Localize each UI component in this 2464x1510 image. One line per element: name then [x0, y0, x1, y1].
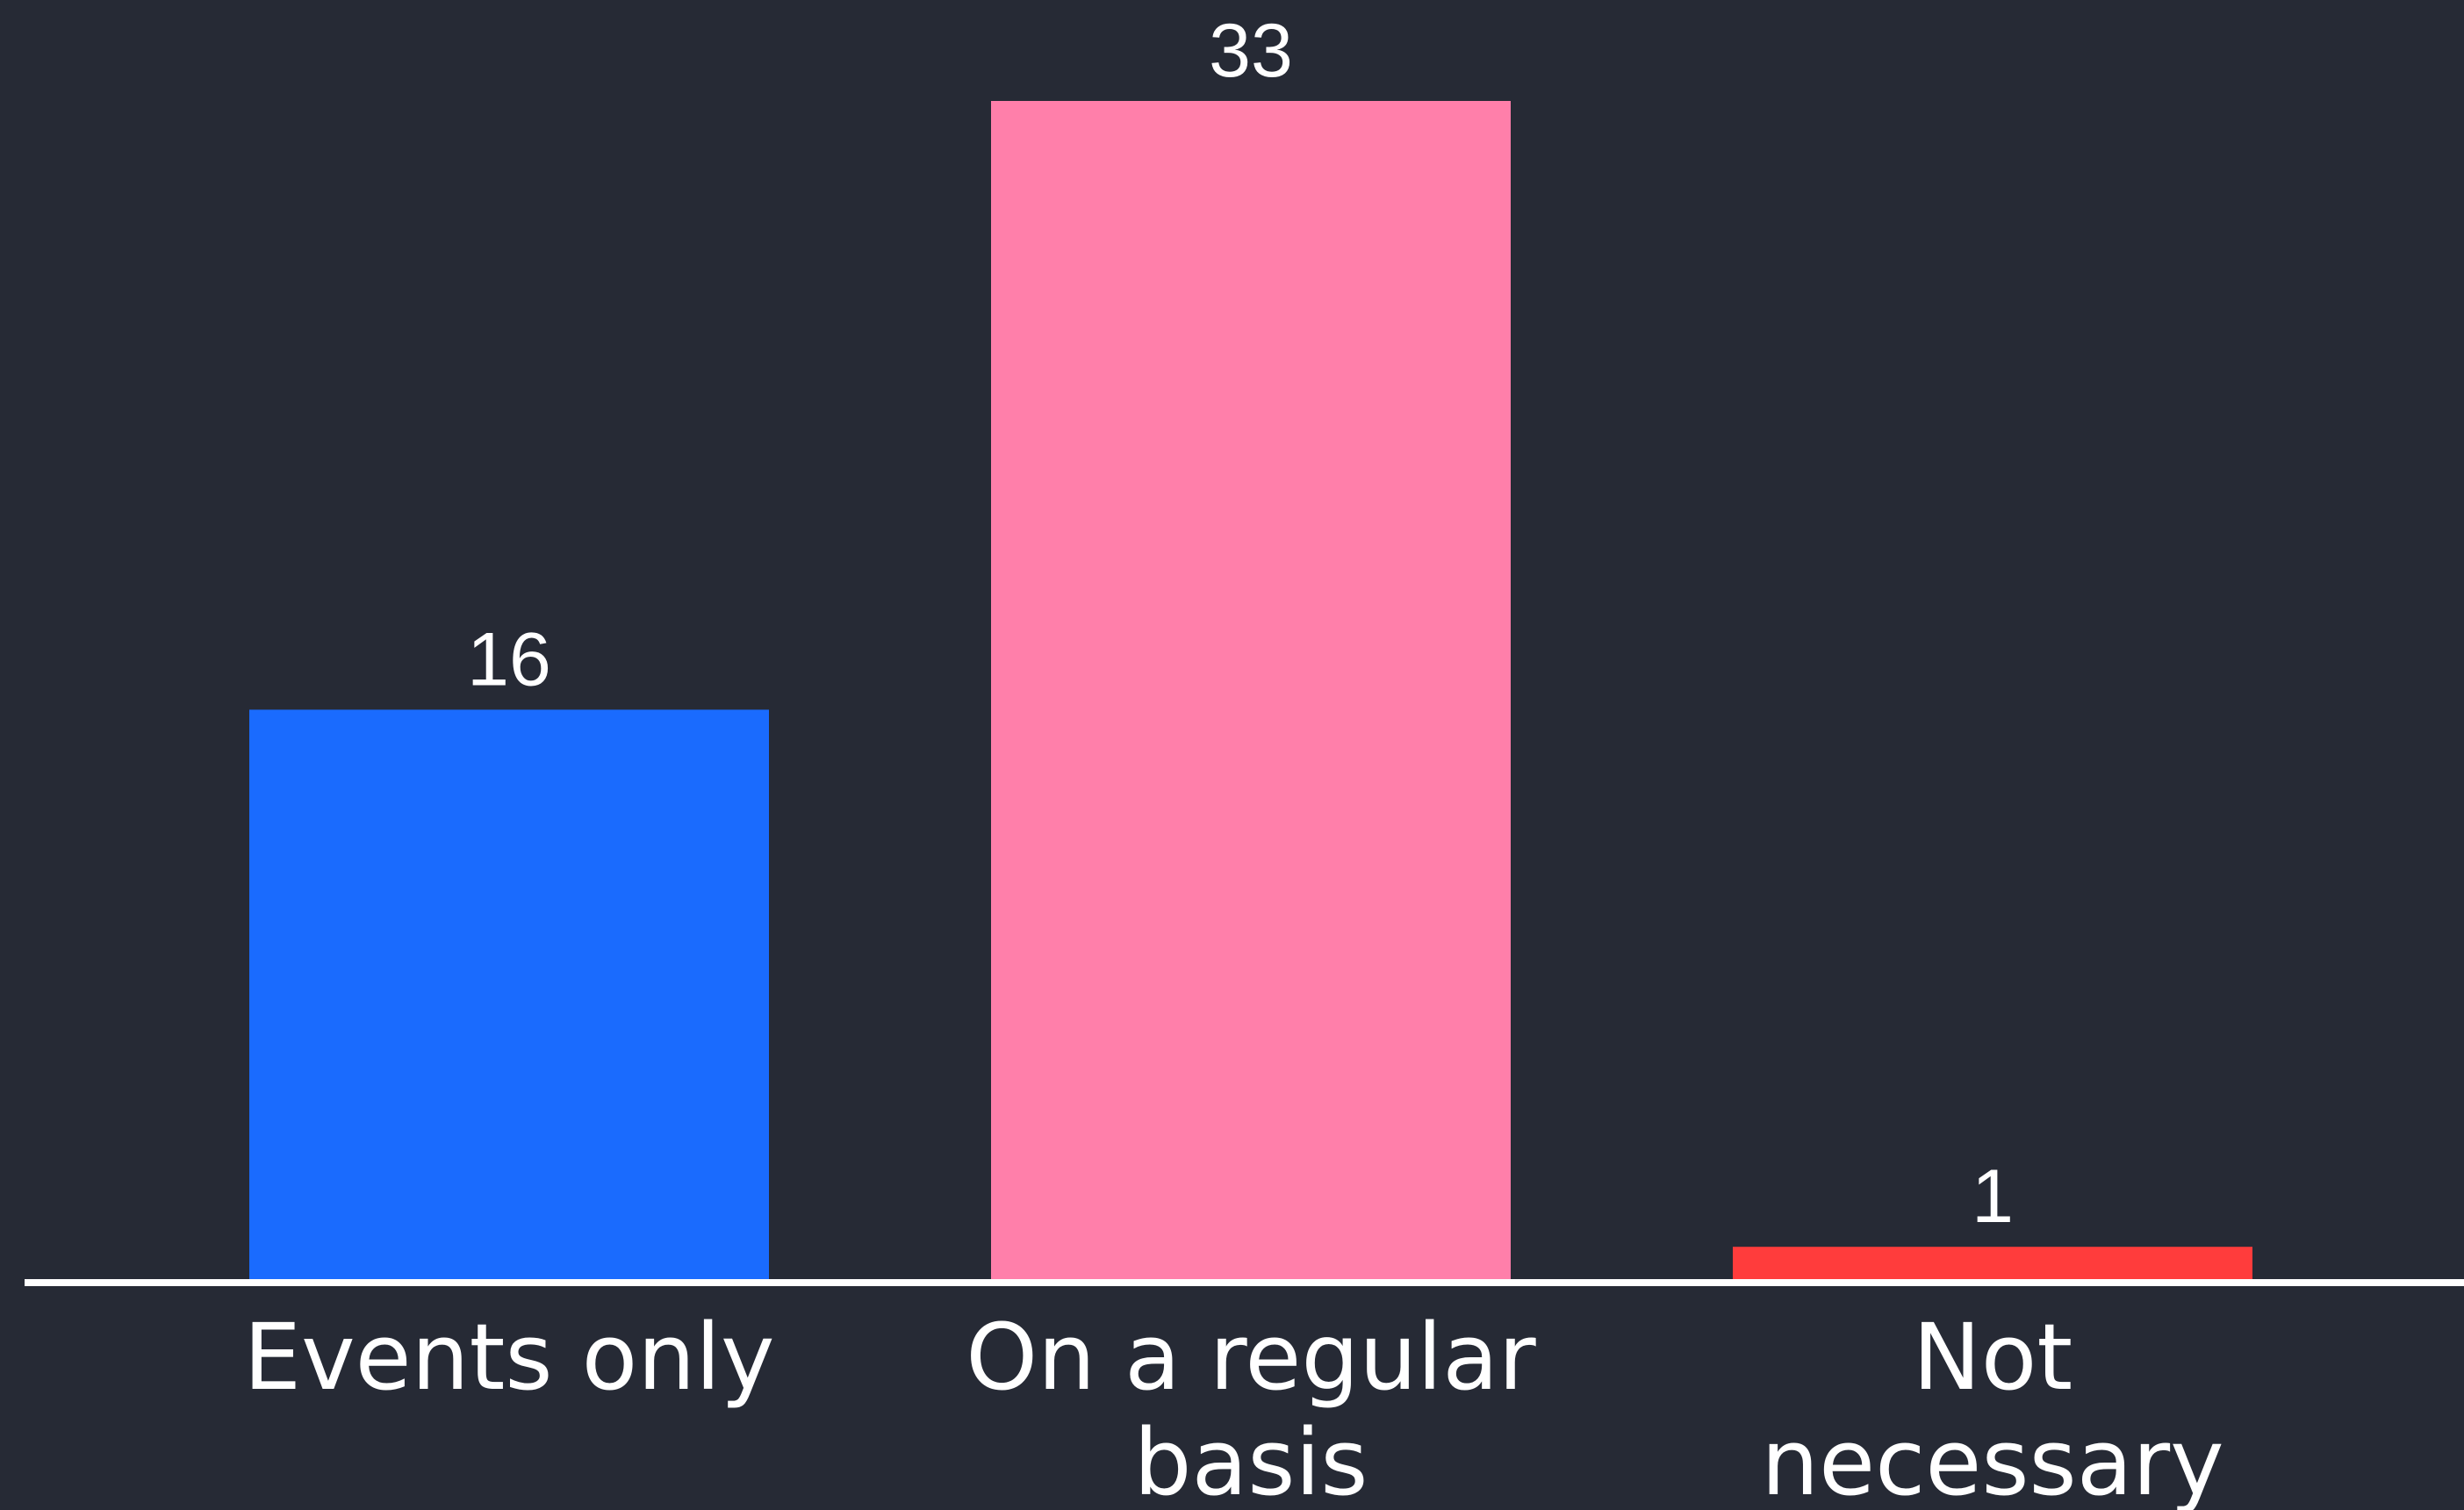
category-label-events-only: Events only [243, 1304, 774, 1411]
bar-on-a-regular-basis [991, 101, 1511, 1283]
bars-group [249, 101, 2252, 1283]
value-label-events-only: 16 [467, 617, 551, 701]
value-label-not-necessary: 1 [1972, 1154, 2014, 1239]
category-label-not-necessary-line-1: Not [1913, 1304, 2072, 1411]
value-labels-group: 16 33 1 [467, 9, 2014, 1239]
bar-not-necessary [1733, 1247, 2252, 1283]
category-label-not-necessary-line-2: necessary [1761, 1409, 2223, 1510]
bar-events-only [249, 709, 769, 1283]
category-label-on-a-regular-basis-line-1: On a regular [966, 1304, 1536, 1411]
category-label-on-a-regular-basis-line-2: basis [1133, 1409, 1368, 1510]
value-label-on-a-regular-basis: 33 [1209, 9, 1293, 93]
